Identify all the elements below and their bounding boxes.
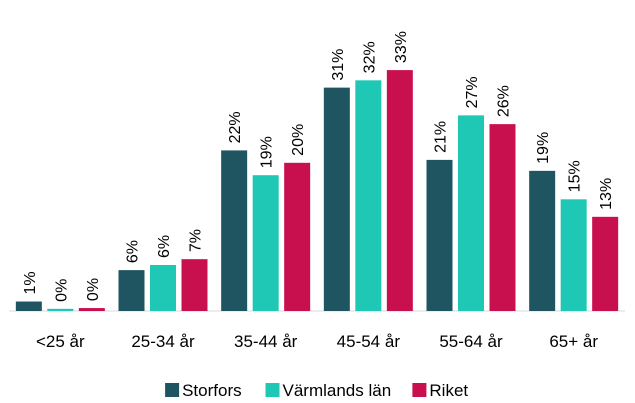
x-tick-label: 25-34 år	[131, 332, 195, 351]
data-label: 6%	[156, 235, 173, 258]
bar	[355, 80, 382, 311]
bar	[592, 216, 619, 311]
bar	[118, 270, 145, 311]
data-label: 22%	[227, 111, 244, 143]
bar	[560, 199, 587, 311]
bar	[284, 162, 311, 311]
legend-label: Riket	[429, 381, 468, 400]
data-label: 13%	[598, 178, 615, 210]
data-label: 32%	[361, 41, 378, 73]
bar	[150, 265, 176, 311]
bar	[47, 308, 74, 311]
legend-swatch	[165, 383, 180, 397]
data-label: 7%	[188, 229, 205, 252]
bar	[489, 124, 516, 312]
legend-swatch	[412, 383, 427, 397]
data-label: 6%	[125, 240, 142, 263]
data-label: 1%	[22, 271, 39, 294]
legend-label: Värmlands län	[283, 381, 392, 400]
legend-label: Storfors	[182, 381, 242, 400]
data-label: 15%	[567, 160, 584, 192]
data-label: 19%	[535, 132, 552, 164]
bar	[252, 175, 279, 311]
data-label: 31%	[330, 49, 347, 81]
data-label: 21%	[433, 121, 450, 153]
bar	[386, 70, 413, 311]
x-tick-label: 55-64 år	[439, 332, 503, 351]
data-label: 20%	[290, 124, 307, 156]
bar	[323, 87, 350, 312]
legend-swatch	[265, 383, 280, 397]
data-label: 27%	[464, 76, 481, 108]
data-label: 33%	[393, 31, 410, 63]
bar	[458, 115, 484, 311]
x-tick-label: 35-44 år	[234, 332, 298, 351]
bar	[529, 170, 556, 311]
bar	[15, 301, 42, 311]
data-label: 0%	[85, 278, 102, 301]
data-label: 0%	[53, 279, 70, 302]
data-label: 19%	[259, 136, 276, 168]
bar	[221, 150, 248, 311]
bar	[78, 308, 105, 311]
x-tick-label: 65+ år	[549, 332, 598, 351]
bar	[181, 259, 208, 311]
data-label: 26%	[496, 85, 513, 117]
x-tick-label: <25 år	[36, 332, 85, 351]
x-tick-label: 45-54 år	[337, 332, 401, 351]
bar	[426, 159, 453, 311]
